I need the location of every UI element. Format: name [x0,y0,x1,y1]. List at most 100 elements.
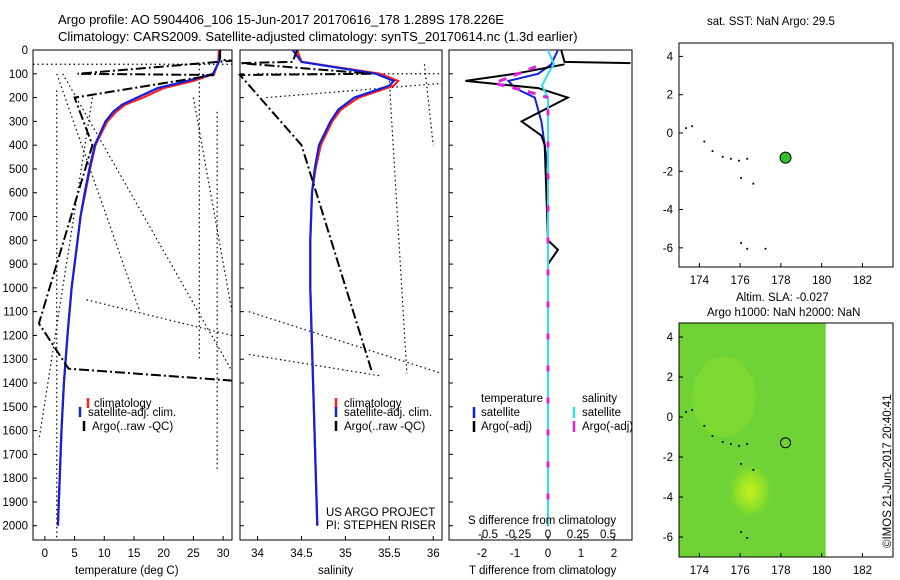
salinity-panel: 34 34.5 35 35.5 36 climatology satellite-adj… [237,49,443,577]
sal-tick-label: 35 [339,548,352,560]
t-diff-tick-label: -1 [510,548,520,560]
depth-tick-label: 1200 [2,330,28,342]
island-speck [711,435,714,437]
sal-legend-climatology: climatology [344,398,402,410]
island-speck [721,155,724,158]
depth-tick-label: 900 [9,259,28,271]
earlier-profile-trace [423,64,434,146]
s-diff-tick-label: 0 [545,529,551,541]
t-diff-tick-label: 1 [578,548,584,560]
depth-tick-label: 700 [9,212,28,224]
island-speck [746,443,749,445]
island-speck [711,150,714,153]
t-diff-argo-surface [560,49,631,65]
island-speck [691,125,694,128]
salinity-frame [239,49,443,541]
s-diff-tick-label: -0.25 [505,529,531,541]
map-lon-label: 180 [812,565,831,577]
legend-salinity-title: salinity [582,393,617,405]
legend-s-satellite: satellite [582,407,621,419]
island-speck [746,157,749,160]
t-diff-satellite-line [506,49,559,526]
map-lat-label: 4 [667,332,674,344]
earlier-profile-trace [248,353,381,377]
temperature-panel: 0100200300400500600700800900100011001200… [2,45,233,577]
island-speck [752,182,755,185]
island-speck [685,411,687,413]
island-speck [764,247,767,250]
salinity-legend: climatology satellite-adj. clim. Argo(..… [334,398,432,433]
sst-map-title: sat. SST: NaN Argo: 29.5 [707,16,835,28]
sal-tick-label: 34 [251,548,264,560]
sst-map-frame [678,42,894,268]
sal-argo-line [237,49,373,372]
depth-tick-label: 1400 [2,378,28,390]
island-speck [729,443,732,445]
figure-title-line2: Climatology: CARS2009. Satellite-adjuste… [58,29,578,44]
credit-pi: PI: STEPHEN RISER [326,520,436,532]
map-lat-label: 2 [667,372,673,384]
island-speck [738,159,740,162]
sst-map-panel: sat. SST: NaN Argo: 29.5 174 176 178 180 182… [663,16,894,287]
credit-project: US ARGO PROJECT [326,507,435,519]
island-speck [746,537,749,539]
s-diff-tick-label: 0.5 [600,529,616,541]
temperature-legend: climatology satellite-adj. clim. Argo(..… [78,398,176,433]
depth-tick-label: 1700 [2,449,28,461]
island-speck [729,157,732,160]
argo-float-marker-outline [780,437,792,449]
sla-map-panel: Altim. SLA: -0.027 Argo h1000: NaN h2000… [663,292,894,577]
depth-tick-label: 1500 [2,402,28,414]
legend-s-argo: Argo(-adj) [582,421,633,433]
depth-tick-label: 1800 [2,473,28,485]
map-lat-label: -2 [663,452,673,464]
map-lon-label: 178 [771,565,790,577]
depth-tick-label: 1600 [2,426,28,438]
depth-tick-label: 600 [9,188,28,200]
depth-tick-label: 1000 [2,283,28,295]
map-lon-label: 176 [731,565,750,577]
sla-field [679,323,826,557]
depth-tick-label: 1300 [2,354,28,366]
temperature-frame [32,49,233,541]
map-lat-label: -4 [663,205,674,217]
s-difference-label: S difference from climatology [468,515,616,527]
map-lon-label: 176 [731,275,750,287]
map-lat-label: 4 [667,51,674,63]
sal-legend-satellite: satellite-adj. clim. [344,407,432,419]
legend-temperature-title: temperature [481,393,543,405]
sla-map-subtitle: Argo h1000: NaN h2000: NaN [707,307,860,319]
legend-climatology: climatology [94,398,152,410]
sal-legend-argo: Argo(..raw -QC) [344,421,425,433]
map-lat-label: -6 [663,532,673,544]
sla-map-title: Altim. SLA: -0.027 [736,292,829,304]
sla-anomaly-patch [691,357,756,437]
sal-tick-label: 36 [427,548,440,560]
t-diff-argo-line [465,63,571,526]
s-diff-tick-label: 0.25 [567,529,589,541]
depth-tick-label: 800 [9,235,28,247]
island-speck [740,242,742,244]
sla-map-frame [678,322,894,558]
island-speck [740,463,742,465]
earlier-profile-trace [266,82,443,99]
earlier-profile-trace [248,311,443,375]
s-diff-argo-line [489,65,549,100]
temp-tick-label: 20 [157,548,170,560]
island-speck [721,441,724,443]
map-lon-label: 180 [812,275,831,287]
legend-satellite: satellite-adj. clim. [88,407,176,419]
map-lon-label: 178 [771,275,790,287]
legend-t-satellite: satellite [481,407,520,419]
island-speck [685,127,687,130]
t-diff-tick-label: 2 [611,548,617,560]
figure-title-line1: Argo profile: AO 5904406_106 15-Jun-2017… [58,12,504,27]
depth-tick-label: 400 [9,140,28,152]
sal-tick-label: 35.5 [378,548,400,560]
s-diff-satellite-line [540,49,556,526]
island-speck [740,177,742,179]
depth-tick-label: 1100 [3,307,28,319]
difference-legend: temperature salinity satellite satellite… [472,393,633,433]
island-speck [738,445,740,447]
temp-tick-label: 25 [187,548,200,560]
